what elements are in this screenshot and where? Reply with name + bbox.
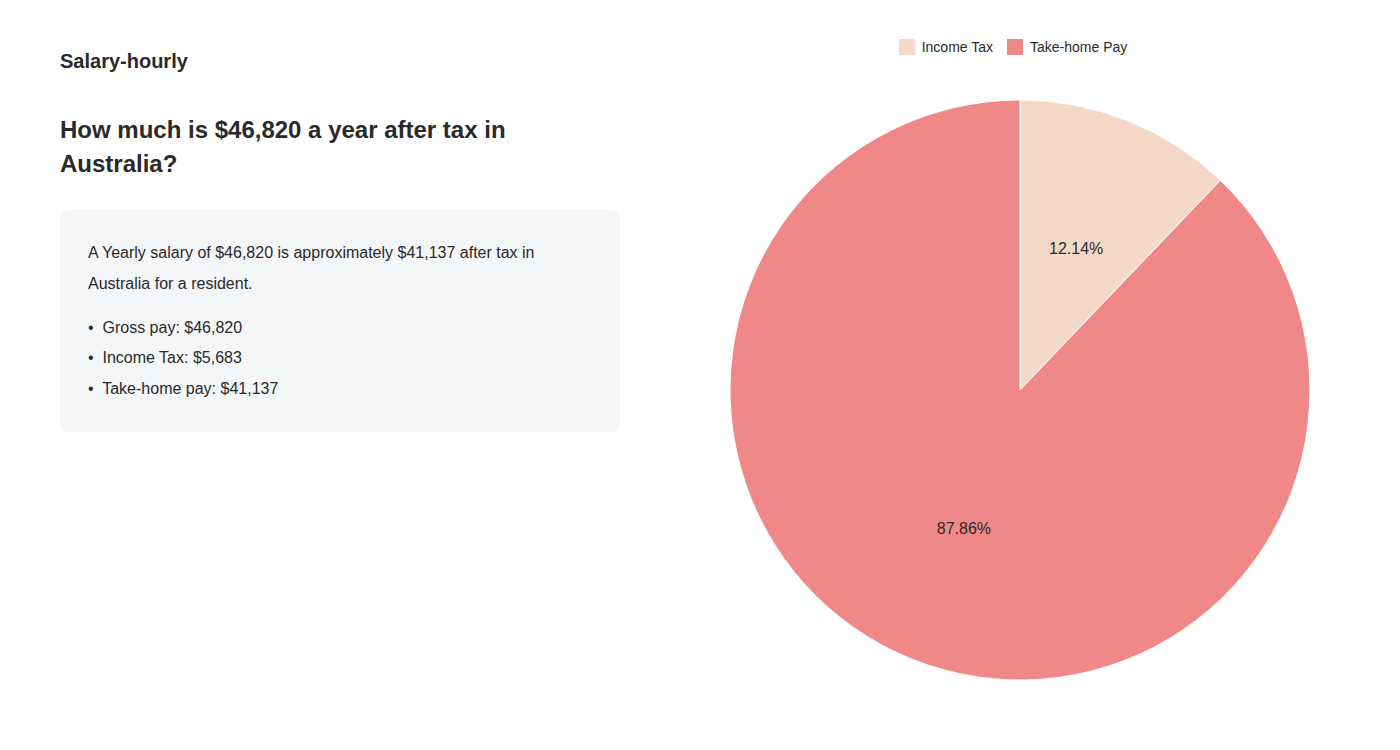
html-text:• Income Tax: $5,683: • Income Tax: $5,683 [88, 349, 242, 367]
html-text:How much is $46,820 a year aft: How much is $46,820 a year after tax in … [60, 116, 506, 177]
html-text:Salary-hourly: Salary-hourly [60, 50, 188, 72]
svg-text:87.86%: 87.86% [937, 520, 991, 537]
html-text:• Gross pay: $46,820: • Gross pay: $46,820 [88, 319, 243, 336]
html-text:Australia for a resident.: Australia for a resident. [88, 274, 253, 292]
svg-text:12.14%: 12.14% [1049, 240, 1103, 257]
html-text:A Yearly salary of $46,820 is: A Yearly salary of $46,820 is approximat… [88, 244, 535, 262]
html-text:Income Tax: Income Tax [921, 38, 993, 55]
html-text:Take-home Pay: Take-home Pay [1030, 38, 1128, 55]
html-text:• Take-home pay: $41,137: • Take-home pay: $41,137 [88, 379, 279, 397]
